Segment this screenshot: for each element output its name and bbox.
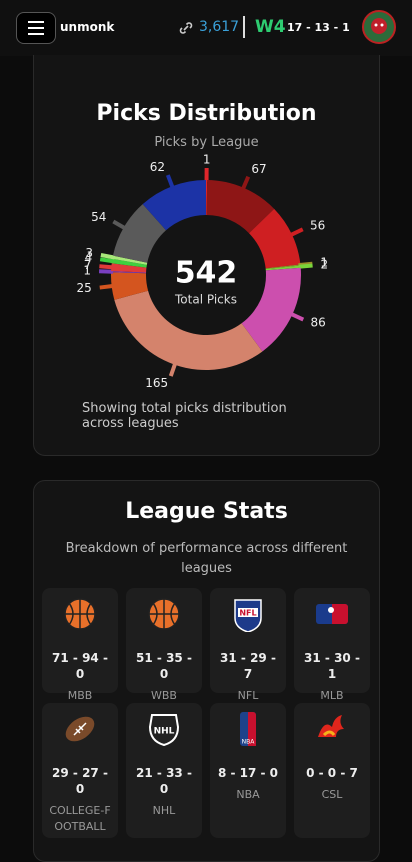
header: unmonk 3,617 W4 17 - 13 - 1 — [0, 0, 412, 56]
league-tile: 29 - 27 - 0 COLLEGE-FOOTBALL — [42, 703, 118, 838]
league-icon — [146, 596, 182, 632]
avatar-icon — [364, 12, 394, 42]
streak: W4 — [255, 17, 286, 37]
icon-part — [332, 604, 348, 624]
link-icon — [178, 20, 194, 36]
data-label: 3 — [85, 246, 93, 260]
league-name: NHL — [126, 803, 202, 819]
data-label: 56 — [310, 218, 325, 232]
league-tile: NBA 8 - 17 - 0 NBA — [210, 703, 286, 838]
chart-caption: Showing total picks distribution across … — [82, 401, 312, 431]
avatar[interactable] — [362, 10, 396, 44]
icon-part — [149, 599, 179, 629]
divider — [243, 16, 245, 38]
menu-icon — [17, 13, 55, 43]
league-icon — [314, 711, 350, 747]
league-icon: NBA — [230, 711, 266, 747]
league-name: MLB — [294, 688, 370, 704]
page: unmonk 3,617 W4 17 - 13 - 1 Picks Distri… — [0, 0, 412, 844]
data-label: 62 — [150, 160, 165, 174]
league-name: COLLEGE-FOOTBALL — [42, 803, 118, 835]
league-name: NBA — [210, 787, 286, 803]
data-label: 54 — [91, 210, 106, 224]
data-label: 86 — [311, 315, 326, 329]
label-stub — [243, 177, 249, 190]
league-record: 51 - 35 - 0 — [126, 650, 202, 682]
league-tile: 0 - 0 - 7 CSL — [294, 703, 370, 838]
stats-subtitle: Breakdown of performance across differen… — [54, 539, 359, 579]
data-label: 25 — [77, 281, 92, 295]
icon-part: NBA — [242, 739, 256, 746]
data-label: 1 — [203, 153, 211, 167]
link-count: 3,617 — [199, 19, 239, 35]
league-record: 31 - 29 - 7 — [210, 650, 286, 682]
league-record: 29 - 27 - 0 — [42, 765, 118, 797]
label-stub — [299, 266, 313, 267]
league-icon: NHL — [146, 711, 182, 747]
label-stub — [101, 255, 115, 258]
label-stub — [100, 286, 114, 288]
record: 17 - 13 - 1 — [287, 21, 350, 34]
label-stub — [113, 222, 125, 229]
league-icon — [62, 596, 98, 632]
league-name: MBB — [42, 688, 118, 704]
league-record: 71 - 94 - 0 — [42, 650, 118, 682]
label-stub — [100, 259, 114, 261]
icon-part — [65, 599, 95, 629]
league-name: CSL — [294, 787, 370, 803]
league-name: WBB — [126, 688, 202, 704]
league-record: 31 - 30 - 1 — [294, 650, 370, 682]
username[interactable]: unmonk — [60, 20, 114, 34]
icon-part — [328, 607, 334, 613]
data-label: 67 — [251, 162, 266, 176]
menu-button[interactable] — [16, 12, 56, 44]
label-stub — [168, 175, 173, 188]
label-stub — [290, 229, 303, 235]
label-stub — [291, 314, 304, 320]
label-stub — [171, 363, 176, 376]
league-record: 8 - 17 - 0 — [210, 765, 286, 781]
chart-title: Picks Distribution — [34, 101, 379, 126]
icon-part: NFL — [239, 609, 256, 618]
data-label: 2 — [321, 257, 329, 271]
league-name: NFL — [210, 688, 286, 704]
league-icon — [314, 596, 350, 632]
league-icon — [62, 711, 98, 747]
league-record: 0 - 0 - 7 — [294, 765, 370, 781]
league-tile: NHL 21 - 33 - 0 NHL — [126, 703, 202, 838]
center-value: 542 — [175, 256, 238, 291]
league-record: 21 - 33 - 0 — [126, 765, 202, 797]
label-stub — [99, 266, 113, 267]
stats-title: League Stats — [34, 499, 379, 524]
center-label: Total Picks — [174, 293, 237, 307]
data-label: 165 — [145, 376, 168, 390]
icon-part: NHL — [154, 727, 175, 737]
league-icon: NFL — [230, 596, 266, 632]
